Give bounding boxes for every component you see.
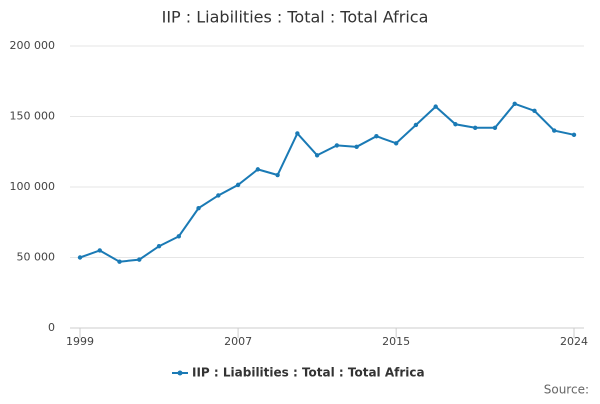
point <box>275 172 280 178</box>
point <box>512 101 517 107</box>
point <box>334 143 340 148</box>
point <box>393 141 399 146</box>
point <box>413 122 419 128</box>
point <box>314 153 320 158</box>
y-tick-label: 200 000 <box>10 39 56 52</box>
point <box>77 255 83 260</box>
x-tick-label: 1999 <box>66 335 94 348</box>
x-tick-label: 2024 <box>560 335 588 348</box>
chart-title: IIP : Liabilities : Total : Total Africa <box>162 8 429 27</box>
point <box>176 234 181 239</box>
point <box>433 104 438 109</box>
point <box>552 128 557 133</box>
point <box>473 125 478 130</box>
point <box>453 122 458 127</box>
point <box>97 248 102 253</box>
point <box>571 132 577 138</box>
x-tick-label: 2007 <box>224 335 252 348</box>
y-tick-label: 100 000 <box>10 180 56 193</box>
line <box>79 102 575 263</box>
point <box>156 244 162 249</box>
point <box>354 144 359 150</box>
point <box>532 108 537 114</box>
point <box>255 167 261 172</box>
point <box>235 182 241 188</box>
point <box>216 193 221 198</box>
y-tick-label: 50 000 <box>17 251 56 264</box>
point <box>492 125 498 130</box>
x-tick-label: 2015 <box>382 335 410 348</box>
y-tick-label: 150 000 <box>10 110 56 123</box>
legend-marker <box>177 370 183 376</box>
point <box>295 131 300 136</box>
point <box>117 259 122 264</box>
point <box>137 257 142 262</box>
legend-label: IIP : Liabilities : Total : Total Africa <box>192 366 425 380</box>
point <box>196 205 201 211</box>
source: Source: <box>544 383 589 397</box>
point <box>374 134 379 139</box>
y-tick-label: 0 <box>48 321 55 334</box>
